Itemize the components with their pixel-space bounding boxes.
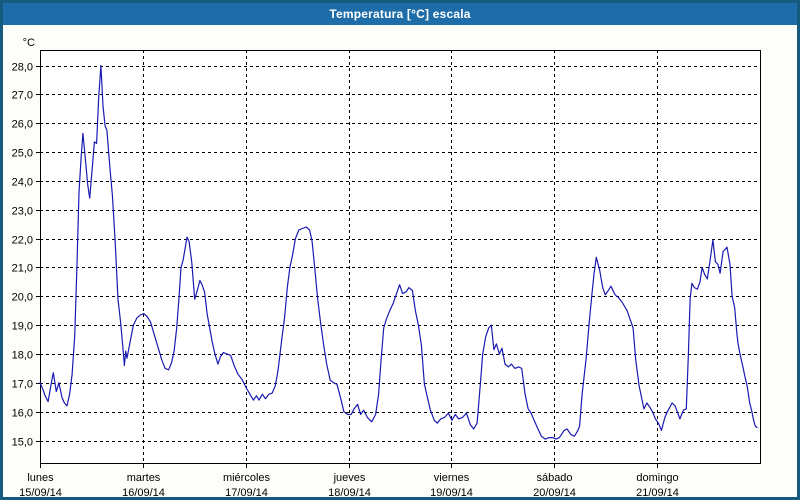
x-day-date: 18/09/14 bbox=[328, 487, 371, 499]
x-day-date: 15/09/14 bbox=[19, 487, 62, 499]
x-axis-labels: lunes 15/09/14 martes 16/09/14 miércoles 17/0… bbox=[19, 472, 679, 499]
x-day-date: 19/09/14 bbox=[430, 487, 473, 499]
y-tick-label: 20,0 bbox=[12, 292, 33, 304]
x-day-name: jueves bbox=[333, 472, 366, 484]
y-tick-label: 24,0 bbox=[12, 177, 33, 189]
temperature-series-line bbox=[39, 64, 758, 440]
grid-lines bbox=[36, 50, 760, 468]
y-tick-label: 18,0 bbox=[12, 350, 33, 362]
y-tick-label: 26,0 bbox=[12, 119, 33, 131]
y-tick-label: 28,0 bbox=[12, 62, 33, 74]
x-day-date: 21/09/14 bbox=[636, 487, 679, 499]
y-tick-label: 23,0 bbox=[12, 206, 33, 218]
x-day-name: martes bbox=[127, 472, 161, 484]
y-axis-labels: 28,0 27,0 26,0 25,0 24,0 23,0 22,0 21,0 20,0 19,0… bbox=[12, 37, 35, 449]
y-tick-label: 21,0 bbox=[12, 263, 33, 275]
chart-title: Temperatura [°C] escala bbox=[329, 7, 471, 21]
x-day-name: sábado bbox=[536, 472, 572, 484]
x-day-date: 17/09/14 bbox=[225, 487, 268, 499]
y-tick-label: 16,0 bbox=[12, 408, 33, 420]
y-axis-unit-label: °C bbox=[23, 37, 35, 49]
y-tick-label: 19,0 bbox=[12, 321, 33, 333]
chart-title-bar: Temperatura [°C] escala bbox=[3, 3, 797, 25]
plot-border bbox=[40, 50, 761, 464]
y-tick-label: 15,0 bbox=[12, 437, 33, 449]
chart-body: 28,0 27,0 26,0 25,0 24,0 23,0 22,0 21,0 20,0 19,0… bbox=[3, 25, 797, 499]
x-day-date: 16/09/14 bbox=[122, 487, 165, 499]
y-tick-label: 22,0 bbox=[12, 235, 33, 247]
plot-area bbox=[40, 50, 760, 463]
temperature-line-chart: 28,0 27,0 26,0 25,0 24,0 23,0 22,0 21,0 20,0 19,0… bbox=[12, 37, 761, 499]
y-tick-label: 27,0 bbox=[12, 90, 33, 102]
x-day-name: viernes bbox=[434, 472, 470, 484]
x-day-name: lunes bbox=[27, 472, 54, 484]
x-day-date: 20/09/14 bbox=[533, 487, 576, 499]
y-tick-label: 25,0 bbox=[12, 148, 33, 160]
x-day-name: miércoles bbox=[223, 472, 271, 484]
x-day-name: domingo bbox=[636, 472, 678, 484]
y-tick-label: 17,0 bbox=[12, 379, 33, 391]
